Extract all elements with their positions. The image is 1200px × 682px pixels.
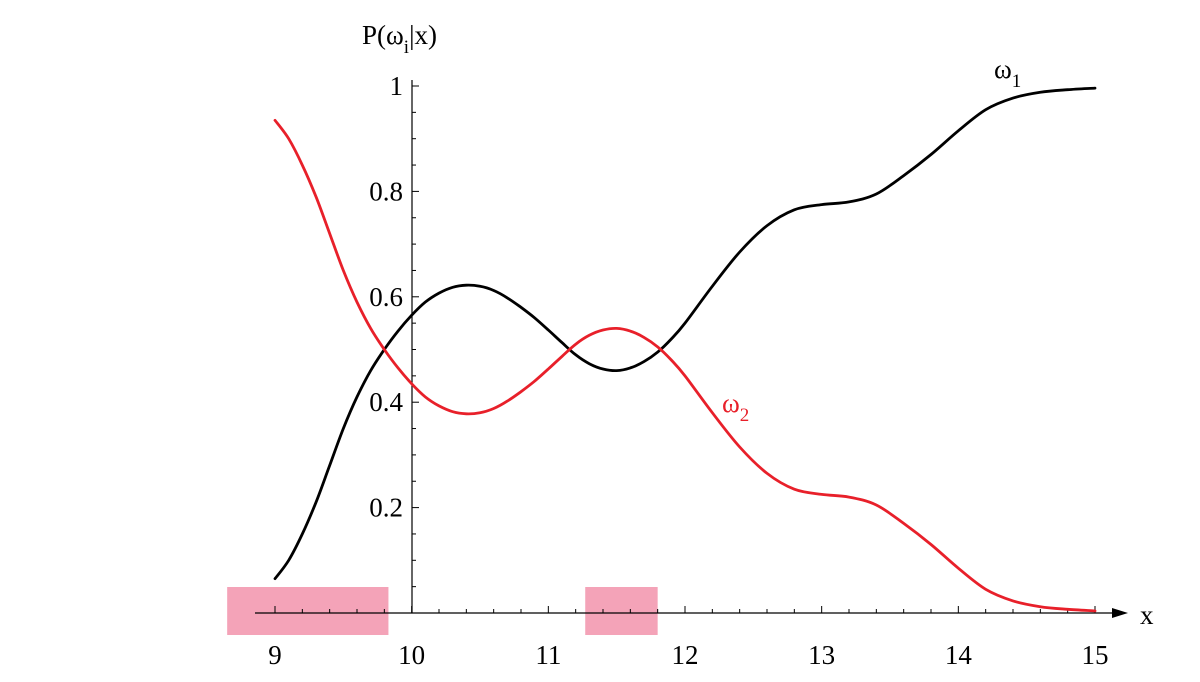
series-label-omega-2-sub: 2	[740, 405, 750, 426]
x-tick-label: 12	[672, 640, 699, 670]
series-lines	[273, 86, 1097, 613]
x-tick-label: 11	[535, 640, 561, 670]
y-tick-label: 0.4	[369, 387, 403, 417]
y-axis-title-sub: i	[404, 37, 409, 58]
series-line-omega-1	[273, 86, 1097, 581]
axes	[255, 80, 1128, 618]
x-axis-title: x	[1140, 600, 1154, 630]
y-axis-title: P(ωi|x)	[362, 20, 437, 58]
y-axis-title-main: P(ω	[362, 20, 404, 50]
highlight-regions	[227, 587, 658, 635]
x-tick-label: 13	[808, 640, 835, 670]
series-label-omega-2: ω2	[722, 388, 749, 426]
highlight-region	[585, 587, 658, 635]
y-tick-label: 0.8	[369, 176, 403, 206]
tick-marks	[274, 85, 1096, 613]
y-axis-title-tail: |x)	[409, 20, 437, 50]
y-tick-label: 1	[390, 71, 404, 101]
tick-labels: 9 10 11 12 13 14 150.20.40.60.81	[268, 71, 1108, 670]
series-label-omega-2-main: ω	[722, 388, 740, 418]
x-tick-label: 15	[1082, 640, 1109, 670]
highlight-region	[227, 587, 389, 635]
series-line-omega-2	[273, 118, 1097, 613]
y-tick-label: 0.2	[369, 493, 403, 523]
x-axis-arrowhead	[1112, 608, 1128, 618]
series-label-omega-1: ω1	[994, 54, 1021, 92]
x-tick-label: 9	[268, 640, 282, 670]
y-tick-label: 0.6	[369, 282, 403, 312]
x-tick-label: 10	[398, 640, 425, 670]
series-label-omega-1-sub: 1	[1012, 71, 1022, 92]
series-label-omega-1-main: ω	[994, 54, 1012, 84]
x-tick-label: 14	[945, 640, 973, 670]
